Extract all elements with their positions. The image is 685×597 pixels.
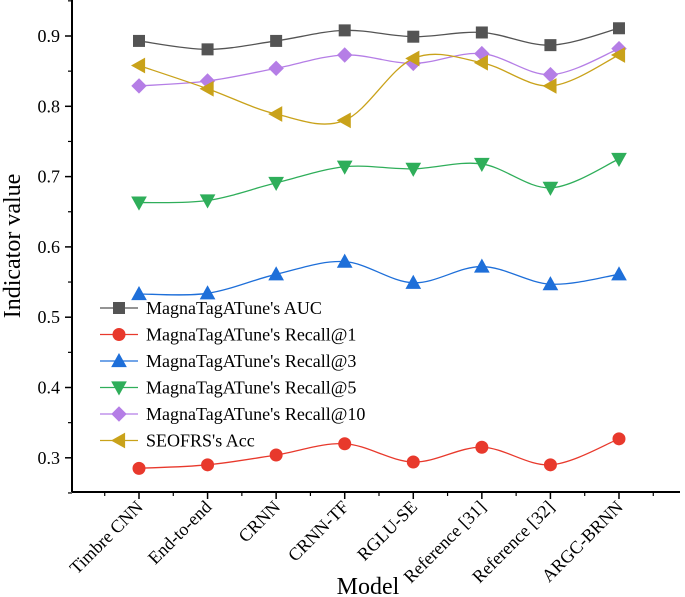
data-point-circle	[612, 432, 626, 446]
legend-label: SEOFRS's Acc	[146, 431, 255, 451]
legend-item: MagnaTagATune's AUC	[100, 298, 322, 318]
series-line	[138, 260, 620, 296]
data-point-triangle-down	[336, 160, 353, 175]
data-point-triangle-up	[199, 285, 216, 300]
data-point-triangle-left	[610, 47, 626, 63]
data-point-square	[475, 26, 488, 39]
data-point-triangle-up	[611, 266, 627, 281]
y-tick-label: 0.4	[38, 378, 61, 398]
series-line	[138, 27, 620, 51]
data-point-square	[544, 39, 557, 52]
data-point-square	[201, 43, 214, 56]
legend-label: MagnaTagATune's Recall@10	[146, 404, 365, 424]
y-tick-label: 0.3	[38, 448, 61, 468]
x-axis-title: Model	[337, 574, 400, 597]
x-tick-label: RGLU-SE	[353, 497, 421, 565]
legend-marker	[110, 432, 126, 449]
data-point-circle	[132, 461, 146, 475]
data-point-triangle-up	[336, 253, 353, 268]
data-point-triangle-up	[268, 266, 284, 281]
data-point-triangle-down	[405, 162, 422, 177]
data-point-triangle-left	[336, 112, 351, 129]
legend-label: MagnaTagATune's Recall@3	[146, 351, 356, 371]
legend-item: MagnaTagATune's Recall@5	[100, 378, 356, 398]
data-point-triangle-down	[542, 181, 559, 196]
y-tick-label: 0.5	[38, 307, 61, 327]
data-point-square	[270, 34, 283, 47]
data-point-triangle-up	[131, 285, 147, 301]
series-line	[138, 53, 620, 125]
legend-marker	[112, 328, 126, 341]
y-tick-label: 0.9	[38, 26, 61, 46]
x-tick-label: CRNN-TF	[284, 497, 353, 566]
data-point-square	[338, 24, 351, 37]
data-point-circle	[475, 440, 489, 454]
legend-item: MagnaTagATune's Recall@10	[100, 404, 365, 424]
series-seofrs-s-acc	[130, 47, 626, 129]
data-point-triangle-down	[268, 176, 284, 191]
data-point-triangle-left	[405, 50, 420, 67]
series-magnatagatune-s-recall-1	[132, 432, 626, 475]
legend-marker	[111, 381, 127, 396]
series-line	[138, 158, 620, 204]
y-tick-label: 0.8	[38, 96, 61, 116]
data-point-triangle-down	[131, 196, 147, 211]
data-point-circle	[201, 458, 215, 472]
data-point-triangle-down	[474, 157, 490, 172]
series-magnatagatune-s-recall-3	[131, 253, 627, 301]
data-point-triangle-up	[405, 274, 422, 289]
data-point-triangle-down	[611, 152, 627, 168]
data-point-diamond	[131, 78, 147, 94]
data-point-circle	[406, 455, 420, 469]
data-point-square	[407, 30, 420, 43]
data-point-circle	[338, 437, 352, 451]
data-point-triangle-left	[268, 106, 283, 122]
legend-marker	[113, 302, 125, 314]
x-tick-label: End-to-end	[144, 497, 215, 568]
data-point-diamond	[337, 47, 353, 63]
data-point-triangle-left	[130, 57, 146, 74]
legend-item: SEOFRS's Acc	[100, 431, 255, 451]
series-layer	[130, 22, 627, 475]
data-point-triangle-left	[542, 78, 557, 94]
series-magnatagatune-s-auc	[133, 22, 625, 56]
legend-item: MagnaTagATune's Recall@3	[100, 351, 356, 371]
legend-marker	[111, 352, 127, 368]
legend-item: MagnaTagATune's Recall@1	[100, 325, 356, 345]
data-point-circle	[543, 458, 557, 472]
legend-marker	[111, 406, 127, 422]
legend: MagnaTagATune's AUC MagnaTagATune's Recal…	[100, 298, 365, 451]
legend-label: MagnaTagATune's Recall@5	[146, 378, 356, 398]
data-point-square	[133, 34, 145, 47]
data-point-diamond	[268, 60, 284, 77]
x-tick-label: Timbre CNN	[66, 497, 147, 578]
data-point-circle	[269, 448, 283, 462]
data-point-triangle-up	[474, 258, 490, 273]
y-tick-label: 0.7	[38, 167, 61, 187]
x-tick-label: CRNN	[234, 497, 284, 547]
data-point-triangle-down	[199, 194, 216, 209]
y-tick-label: 0.6	[38, 237, 61, 257]
data-point-square	[612, 22, 625, 35]
series-magnatagatune-s-recall-5	[131, 152, 627, 211]
series-magnatagatune-s-recall-10	[131, 40, 627, 94]
data-point-triangle-left	[199, 80, 214, 97]
data-point-triangle-up	[542, 276, 559, 291]
legend-label: MagnaTagATune's AUC	[146, 298, 322, 318]
data-point-triangle-left	[473, 54, 488, 71]
legend-label: MagnaTagATune's Recall@1	[146, 325, 356, 345]
y-axis-title: Indicator value	[0, 174, 26, 319]
